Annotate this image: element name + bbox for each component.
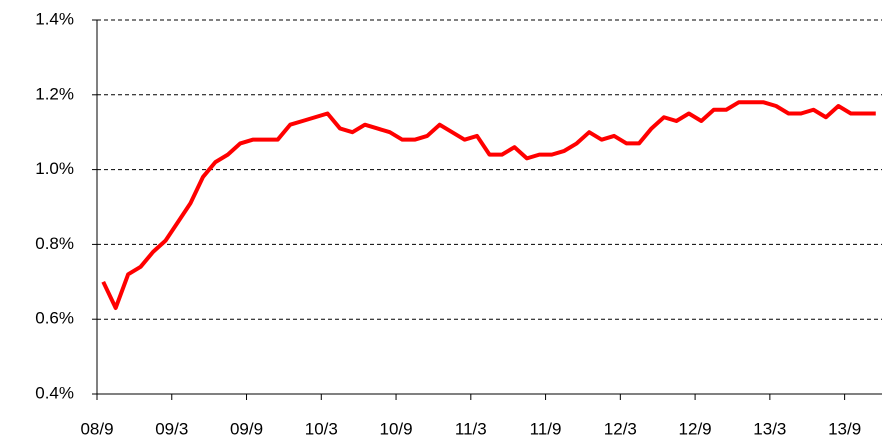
x-tick-label: 13/9 [828,419,861,438]
y-tick-label: 0.4% [35,383,74,402]
x-tick-label: 11/3 [455,419,487,438]
x-tick-label: 09/3 [155,419,188,438]
x-tick-label: 10/3 [305,419,338,438]
x-tick-label: 08/9 [80,419,113,438]
x-tick-label: 10/9 [380,419,413,438]
x-tick-label: 13/3 [753,419,786,438]
y-tick-label: 0.6% [35,309,74,328]
x-tick-label: 12/3 [604,419,637,438]
data-line [101,100,876,310]
x-tick-label: 11/9 [530,419,562,438]
y-tick-label: 1.4% [35,9,74,28]
x-tick-label: 12/9 [679,419,712,438]
y-tick-label: 1.2% [35,84,74,103]
y-tick-label: 1.0% [35,159,74,178]
x-tick-label: 09/9 [230,419,263,438]
y-tick-label: 0.8% [35,234,74,253]
